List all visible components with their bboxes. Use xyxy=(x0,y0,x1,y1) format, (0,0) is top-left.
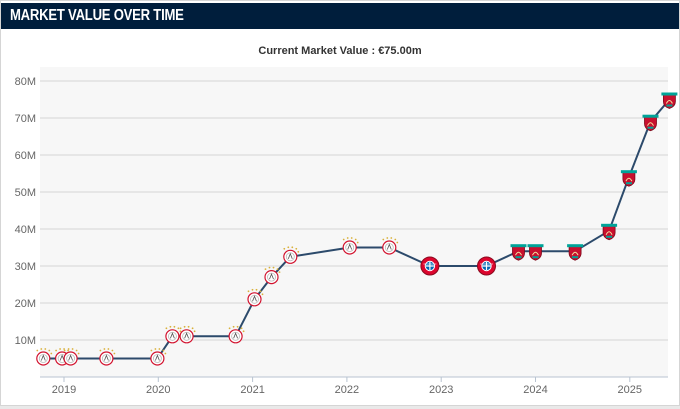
plot-area xyxy=(40,67,668,377)
x-tick-label: 2022 xyxy=(335,384,359,396)
ajax-crest xyxy=(150,348,167,366)
x-tick-label: 2021 xyxy=(240,384,264,396)
ajax-crest xyxy=(382,237,399,255)
x-tick-label: 2023 xyxy=(429,384,453,396)
liverpool-crest xyxy=(661,92,678,109)
x-tick-label: 2025 xyxy=(618,384,642,396)
y-tick-label: 30M xyxy=(15,261,36,273)
ajax-crest xyxy=(179,325,196,344)
liverpool-crest xyxy=(642,114,659,132)
x-tick-label: 2024 xyxy=(523,384,547,396)
y-tick-label: 10M xyxy=(15,335,36,347)
bayern-crest xyxy=(477,256,496,276)
liverpool-crest xyxy=(527,244,544,261)
ajax-crest xyxy=(342,237,359,255)
y-tick-label: 20M xyxy=(15,298,36,310)
ajax-crest xyxy=(283,246,300,264)
ajax-crest xyxy=(99,348,116,366)
ajax-crest xyxy=(165,325,182,344)
y-tick-label: 50M xyxy=(15,187,36,199)
widget-header: MARKET VALUE OVER TIME xyxy=(1,3,679,29)
ajax-crest xyxy=(247,288,264,307)
liverpool-crest xyxy=(601,223,618,241)
liverpool-crest xyxy=(510,244,527,261)
y-tick-label: 60M xyxy=(15,150,36,162)
x-tick-label: 2020 xyxy=(146,384,170,396)
y-tick-label: 70M xyxy=(15,113,36,125)
y-tick-label: 80M xyxy=(15,76,36,88)
liverpool-crest xyxy=(567,244,584,261)
series-line xyxy=(43,98,671,360)
bayern-crest xyxy=(420,256,440,276)
widget-title: MARKET VALUE OVER TIME xyxy=(10,7,184,24)
current-market-value: Current Market Value : €75.00m xyxy=(258,45,422,57)
liverpool-crest xyxy=(620,170,637,187)
ajax-crest xyxy=(264,266,281,285)
y-tick-label: 40M xyxy=(15,224,36,236)
x-tick-label: 2019 xyxy=(52,384,76,396)
ajax-crest xyxy=(63,348,80,366)
ajax-crest xyxy=(228,325,245,344)
ajax-crest xyxy=(36,348,53,366)
